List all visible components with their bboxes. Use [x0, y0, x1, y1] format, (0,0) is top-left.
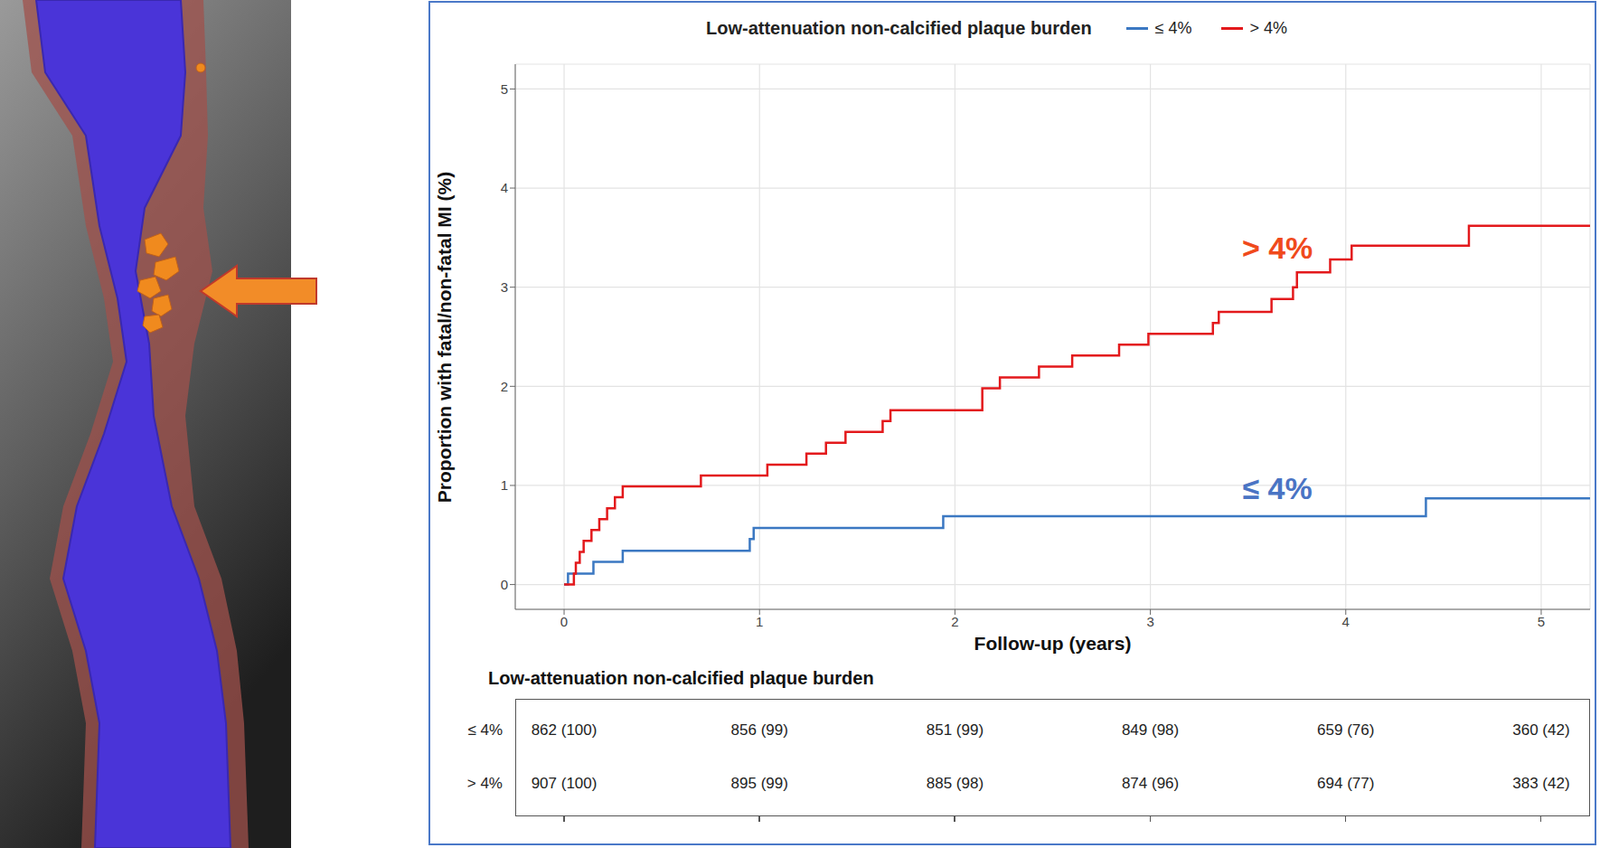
html-text:383 (42): 383 (42): [1512, 774, 1570, 792]
svg-text:4: 4: [1342, 613, 1350, 630]
html-text:Low-attenuation non-calcified: Low-attenuation non-calcified plaque bur…: [705, 18, 1092, 38]
html-text:907 (100): 907 (100): [531, 774, 597, 792]
html-text:≤ 4%: ≤ 4%: [467, 721, 503, 739]
html-text:> 4%: > 4%: [1249, 18, 1288, 38]
svg-text:1: 1: [500, 477, 509, 493]
html-text:> 4%: > 4%: [467, 774, 503, 792]
html-text:895 (99): 895 (99): [730, 774, 789, 792]
svg-text:4: 4: [500, 179, 509, 196]
svg-text:3: 3: [1146, 613, 1154, 630]
svg-text:0: 0: [560, 613, 568, 630]
svg-text:0: 0: [500, 576, 509, 593]
html-text:Low-attenuation non-calcified: Low-attenuation non-calcified plaque bur…: [488, 668, 874, 688]
html-text:360 (42): 360 (42): [1512, 721, 1570, 739]
svg-text:3: 3: [500, 279, 509, 295]
html-text:856 (99): 856 (99): [730, 721, 789, 739]
html-text:≤ 4%: ≤ 4%: [1154, 18, 1192, 38]
svg-text:1: 1: [755, 613, 763, 630]
svg-text:5: 5: [1537, 613, 1545, 630]
html-text:849 (98): 849 (98): [1121, 721, 1179, 739]
svg-text:> 4%: > 4%: [1242, 230, 1313, 265]
html-text:874 (96): 874 (96): [1121, 774, 1179, 792]
html-text:885 (98): 885 (98): [926, 774, 984, 792]
html-text:Proportion with fatal/non-fata: Proportion with fatal/non-fatal MI (%): [433, 171, 455, 503]
html-text:862 (100): 862 (100): [531, 721, 597, 739]
svg-text:2: 2: [500, 378, 509, 395]
svg-text:5: 5: [500, 81, 509, 97]
html-text:Follow-up (years): Follow-up (years): [974, 632, 1132, 654]
svg-text:≤ 4%: ≤ 4%: [1242, 470, 1312, 506]
html-text:659 (76): 659 (76): [1317, 721, 1375, 739]
svg-text:2: 2: [950, 613, 959, 630]
html-text:851 (99): 851 (99): [926, 721, 984, 739]
html-text:694 (77): 694 (77): [1317, 774, 1375, 792]
